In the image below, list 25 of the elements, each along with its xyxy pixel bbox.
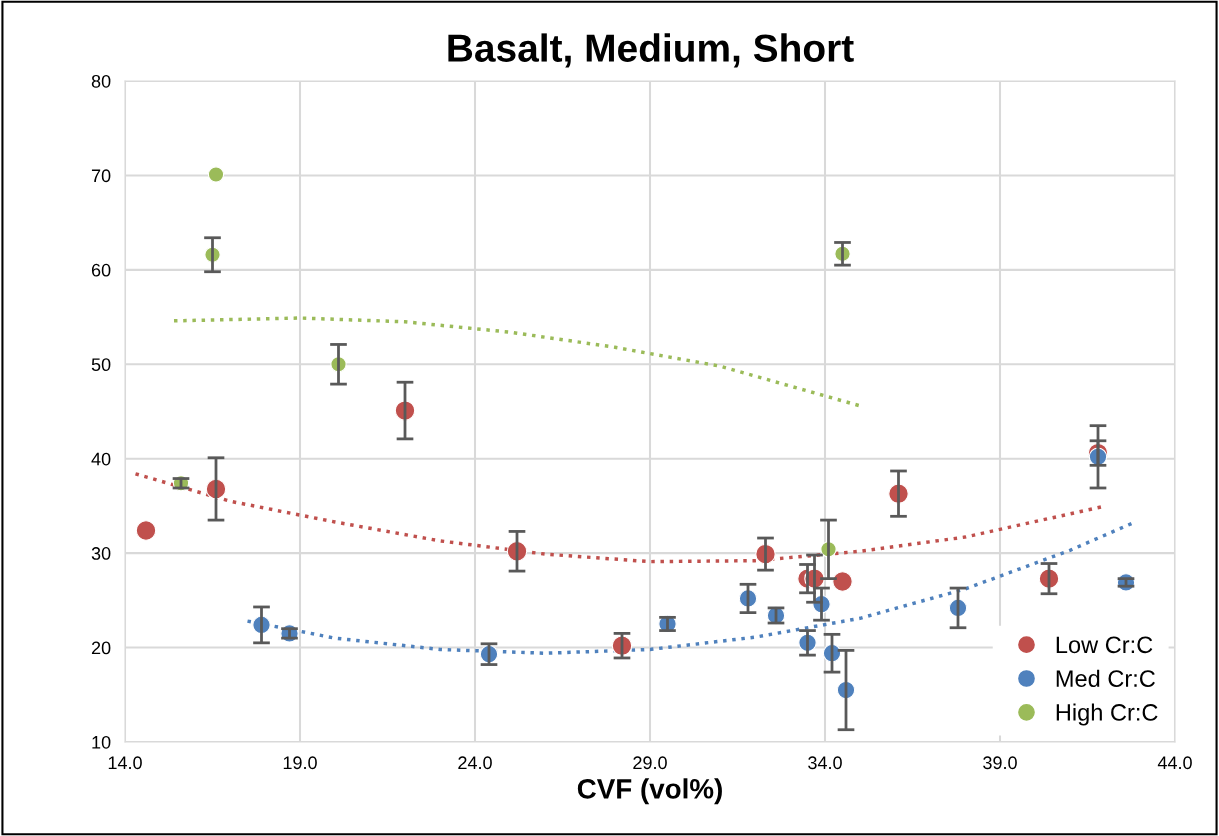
x-tick-label: 24.0: [458, 756, 492, 770]
x-tick-label: 14.0: [108, 756, 142, 770]
y-tick-label: 60: [91, 263, 111, 277]
y-tick-label: 50: [91, 358, 111, 372]
point: [832, 571, 853, 592]
y-tick-label: 40: [91, 452, 111, 466]
x-tick-label: 29.0: [633, 756, 667, 770]
x-tick-label: 39.0: [983, 756, 1017, 770]
point: [207, 166, 225, 183]
y-tick-label: 20: [91, 641, 111, 655]
chart-title: Basalt, Medium, Short: [448, 33, 854, 68]
x-tick-label: 19.0: [283, 756, 317, 770]
legend-label: Med Cr:C: [1056, 669, 1155, 687]
y-tick-label: 80: [91, 74, 111, 88]
line-series: [133, 472, 1104, 564]
legend-label: High Cr:C: [1056, 703, 1158, 726]
y-tick-label: 10: [92, 735, 111, 749]
y-tick-label: 70: [91, 169, 111, 183]
x-axis-title: CVF (vol%): [577, 778, 722, 805]
legend-label: Low Cr:C: [1056, 636, 1153, 654]
x-tick-label: 34.0: [808, 756, 842, 770]
line-series: [172, 316, 862, 408]
y-tick-label: 30: [91, 547, 111, 560]
x-tick-label: 44.0: [1157, 756, 1192, 770]
point: [135, 520, 157, 541]
